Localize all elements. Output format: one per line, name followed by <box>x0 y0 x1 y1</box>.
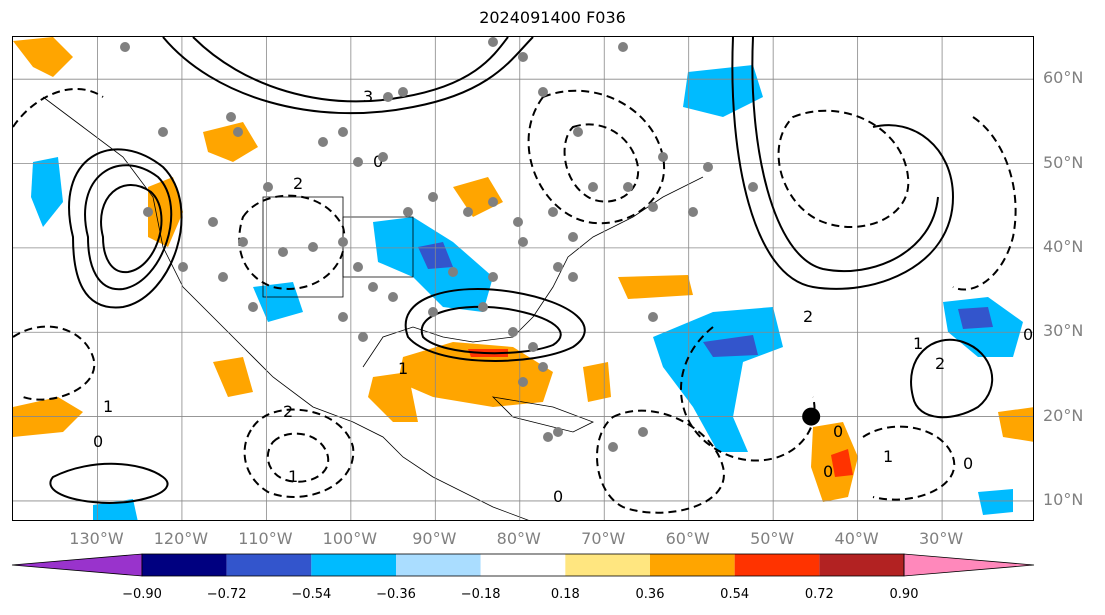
positive-shading <box>13 37 73 77</box>
colorbar-tick-label: 0.36 <box>635 587 665 602</box>
positive-shading <box>213 357 253 397</box>
positive-shading <box>13 397 83 437</box>
gridlines <box>13 37 1033 520</box>
lon-label-70w: 70°W <box>581 529 626 548</box>
colorbar-segment <box>565 554 650 576</box>
colorbar-tick-label: 0.54 <box>720 587 750 602</box>
positive-shading <box>998 407 1033 442</box>
svg-text:0: 0 <box>553 487 563 506</box>
lat-label-40: 40°N <box>1043 236 1084 256</box>
colorbar-segment <box>142 554 227 576</box>
svg-text:0: 0 <box>93 432 103 451</box>
colorbar-segment <box>480 554 566 576</box>
lon-label-50w: 50°W <box>750 529 795 548</box>
positive-contours <box>49 37 994 504</box>
colorbar-segment <box>650 554 735 576</box>
negative-shading <box>93 499 138 520</box>
colorbar-extend-high <box>903 553 1035 577</box>
lat-label-20: 20°N <box>1043 405 1084 425</box>
svg-text:3: 3 <box>363 87 373 106</box>
contour-labels: 3 0 2 1 2 0 1 0 2 1 2 0 1 0 0 1 0 <box>93 87 1033 506</box>
svg-text:1: 1 <box>103 397 113 416</box>
positive-shading <box>203 122 258 162</box>
svg-text:0: 0 <box>1023 325 1033 344</box>
lon-label-130w: 130°W <box>69 529 124 548</box>
svg-text:0: 0 <box>833 422 843 441</box>
svg-text:0: 0 <box>373 152 383 171</box>
negative-shading <box>683 65 763 117</box>
colorbar-segment <box>311 554 396 576</box>
negative-shading <box>958 307 993 329</box>
lat-label-50: 50°N <box>1043 152 1084 172</box>
negative-shading <box>703 335 758 357</box>
colorbar-tick-label: −0.72 <box>206 587 247 602</box>
colorbar-segment <box>226 554 312 576</box>
station-dots <box>120 37 758 452</box>
svg-text:1: 1 <box>883 447 893 466</box>
coastlines <box>42 96 704 520</box>
map-title: 2024091400 F036 <box>479 8 626 27</box>
lat-label-60: 60°N <box>1043 68 1084 88</box>
shaded-fields <box>13 37 1033 520</box>
colorbar-tick-label: 0.90 <box>889 587 919 602</box>
svg-text:2: 2 <box>935 354 945 373</box>
positive-shading <box>583 362 611 402</box>
positive-shading <box>453 177 503 217</box>
map-canvas: 3 0 2 1 2 0 1 0 2 1 2 0 1 0 0 1 0 <box>13 37 1033 520</box>
positive-shading <box>831 449 853 477</box>
lon-label-30w: 30°W <box>918 529 964 548</box>
negative-contours <box>13 87 1017 514</box>
positive-shading <box>368 372 418 422</box>
negative-shading <box>31 157 63 227</box>
lat-label-30: 30°N <box>1043 321 1084 341</box>
colorbar-extend-low <box>11 553 143 577</box>
positive-shading <box>618 275 693 299</box>
colorbar-segment <box>819 554 904 576</box>
lon-label-60w: 60°W <box>665 529 710 548</box>
colorbar-tick-label: −0.54 <box>291 587 332 602</box>
colorbar-segment <box>396 554 481 576</box>
svg-text:2: 2 <box>803 307 813 326</box>
negative-shading <box>653 307 783 452</box>
svg-text:1: 1 <box>398 359 408 378</box>
colorbar-tick-label: 0.18 <box>550 587 580 602</box>
svg-text:1: 1 <box>913 334 923 353</box>
positive-shading <box>148 177 183 247</box>
colorbar-outline <box>141 553 905 577</box>
colorbar-tick-label: 0.72 <box>804 587 834 602</box>
colorbar <box>11 553 1035 577</box>
negative-shading <box>978 489 1013 515</box>
positive-shading <box>398 342 553 407</box>
lon-label-110w: 110°W <box>238 529 293 548</box>
colorbar-tick-label: −0.90 <box>122 587 162 602</box>
colorbar-tick-label: −0.18 <box>460 587 501 602</box>
map-frame: 3 0 2 1 2 0 1 0 2 1 2 0 1 0 0 1 0 <box>12 36 1034 521</box>
svg-text:2: 2 <box>283 402 293 421</box>
lon-label-90w: 90°W <box>412 529 457 548</box>
lon-label-40w: 40°W <box>834 529 879 548</box>
svg-text:0: 0 <box>823 462 833 481</box>
svg-text:0: 0 <box>963 454 973 473</box>
svg-text:2: 2 <box>293 174 303 193</box>
colorbar-segment <box>734 554 820 576</box>
storm-center-marker <box>802 407 821 426</box>
lon-label-80w: 80°W <box>496 529 541 548</box>
lon-label-100w: 100°W <box>322 529 378 548</box>
svg-text:1: 1 <box>288 467 298 486</box>
colorbar-tick-label: −0.36 <box>376 587 416 602</box>
negative-shading <box>253 282 303 322</box>
lon-label-120w: 120°W <box>153 529 209 548</box>
lat-label-10: 10°N <box>1043 489 1084 509</box>
